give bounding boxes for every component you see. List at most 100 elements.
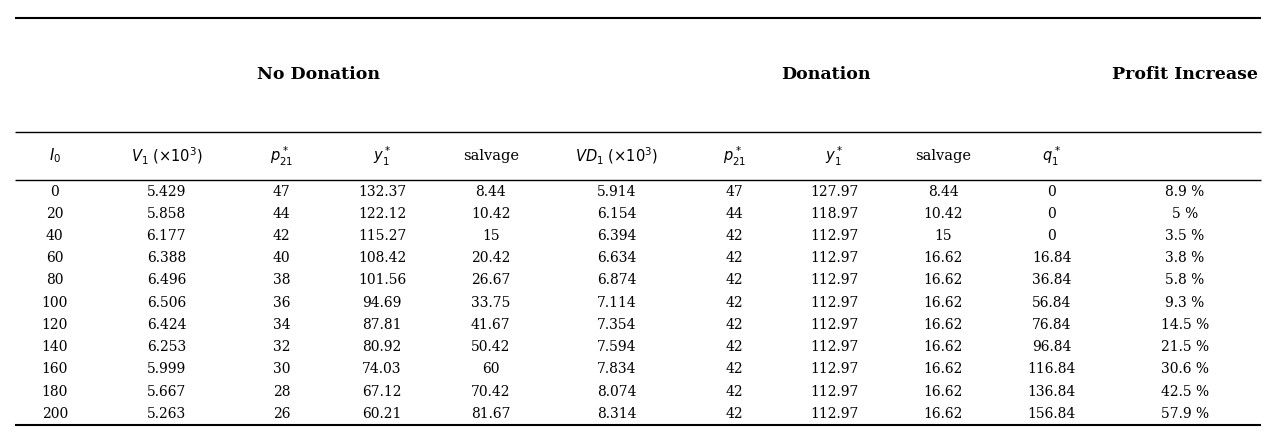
Text: 80.92: 80.92 xyxy=(362,340,402,354)
Text: 0: 0 xyxy=(1048,184,1057,198)
Text: 9.3 %: 9.3 % xyxy=(1165,296,1205,310)
Text: 6.177: 6.177 xyxy=(147,229,186,243)
Text: salvage: salvage xyxy=(915,149,971,163)
Text: 160: 160 xyxy=(42,362,68,376)
Text: 16.62: 16.62 xyxy=(924,251,963,265)
Text: 200: 200 xyxy=(42,407,68,421)
Text: 16.84: 16.84 xyxy=(1032,251,1072,265)
Text: 5.429: 5.429 xyxy=(147,184,186,198)
Text: 0: 0 xyxy=(51,184,59,198)
Text: 6.506: 6.506 xyxy=(147,296,186,310)
Text: 5.999: 5.999 xyxy=(147,362,186,376)
Text: 33.75: 33.75 xyxy=(471,296,510,310)
Text: $p^*_{21}$: $p^*_{21}$ xyxy=(722,145,746,168)
Text: 42: 42 xyxy=(273,229,291,243)
Text: 47: 47 xyxy=(726,184,744,198)
Text: $I_0$: $I_0$ xyxy=(48,147,61,166)
Text: 38: 38 xyxy=(273,273,291,287)
Text: Profit Increase: Profit Increase xyxy=(1111,66,1258,83)
Text: 16.62: 16.62 xyxy=(924,362,963,376)
Text: 101.56: 101.56 xyxy=(359,273,406,287)
Text: 156.84: 156.84 xyxy=(1027,407,1076,421)
Text: 5.8 %: 5.8 % xyxy=(1165,273,1205,287)
Text: 42: 42 xyxy=(726,296,743,310)
Text: 6.394: 6.394 xyxy=(597,229,637,243)
Text: 112.97: 112.97 xyxy=(810,296,859,310)
Text: 96.84: 96.84 xyxy=(1032,340,1072,354)
Text: 16.62: 16.62 xyxy=(924,385,963,399)
Text: 5.667: 5.667 xyxy=(147,385,186,399)
Text: Donation: Donation xyxy=(781,66,870,83)
Text: 132.37: 132.37 xyxy=(359,184,406,198)
Text: 81.67: 81.67 xyxy=(471,407,510,421)
Text: 6.424: 6.424 xyxy=(147,318,186,332)
Text: 5 %: 5 % xyxy=(1171,207,1198,221)
Text: 30: 30 xyxy=(273,362,291,376)
Text: 42.5 %: 42.5 % xyxy=(1161,385,1208,399)
Text: 120: 120 xyxy=(42,318,68,332)
Text: 76.84: 76.84 xyxy=(1032,318,1072,332)
Text: 70.42: 70.42 xyxy=(471,385,510,399)
Text: 122.12: 122.12 xyxy=(359,207,406,221)
Text: 30.6 %: 30.6 % xyxy=(1161,362,1208,376)
Text: 140: 140 xyxy=(42,340,68,354)
Text: 116.84: 116.84 xyxy=(1027,362,1076,376)
Text: 42: 42 xyxy=(726,229,743,243)
Text: $p^*_{21}$: $p^*_{21}$ xyxy=(271,145,293,168)
Text: 87.81: 87.81 xyxy=(362,318,402,332)
Text: 5.858: 5.858 xyxy=(147,207,186,221)
Text: 5.263: 5.263 xyxy=(147,407,186,421)
Text: 47: 47 xyxy=(273,184,291,198)
Text: 118.97: 118.97 xyxy=(810,207,859,221)
Text: 74.03: 74.03 xyxy=(362,362,402,376)
Text: 42: 42 xyxy=(726,251,743,265)
Text: 44: 44 xyxy=(726,207,744,221)
Text: 112.97: 112.97 xyxy=(810,407,859,421)
Text: 20: 20 xyxy=(46,207,64,221)
Text: 136.84: 136.84 xyxy=(1027,385,1076,399)
Text: 7.354: 7.354 xyxy=(597,318,637,332)
Text: 57.9 %: 57.9 % xyxy=(1161,407,1208,421)
Text: 7.594: 7.594 xyxy=(597,340,637,354)
Text: 100: 100 xyxy=(42,296,68,310)
Text: 16.62: 16.62 xyxy=(924,318,963,332)
Text: No Donation: No Donation xyxy=(256,66,380,83)
Text: 8.074: 8.074 xyxy=(597,385,637,399)
Text: 67.12: 67.12 xyxy=(362,385,402,399)
Text: 0: 0 xyxy=(1048,207,1057,221)
Text: 16.62: 16.62 xyxy=(924,296,963,310)
Text: 40: 40 xyxy=(273,251,291,265)
Text: 6.388: 6.388 xyxy=(147,251,186,265)
Text: 32: 32 xyxy=(273,340,291,354)
Text: 26: 26 xyxy=(273,407,291,421)
Text: 50.42: 50.42 xyxy=(471,340,510,354)
Text: 108.42: 108.42 xyxy=(359,251,406,265)
Text: $q^*_1$: $q^*_1$ xyxy=(1042,145,1062,168)
Text: $y^*_1$: $y^*_1$ xyxy=(373,145,392,168)
Text: 42: 42 xyxy=(726,407,743,421)
Text: $VD_1$ $({\times}10^3)$: $VD_1$ $({\times}10^3)$ xyxy=(575,145,658,166)
Text: 5.914: 5.914 xyxy=(597,184,637,198)
Text: 42: 42 xyxy=(726,340,743,354)
Text: 26.67: 26.67 xyxy=(471,273,510,287)
Text: 112.97: 112.97 xyxy=(810,273,859,287)
Text: 15: 15 xyxy=(934,229,952,243)
Text: salvage: salvage xyxy=(463,149,518,163)
Text: 3.8 %: 3.8 % xyxy=(1165,251,1205,265)
Text: 127.97: 127.97 xyxy=(810,184,859,198)
Text: 60: 60 xyxy=(482,362,499,376)
Text: $y^*_1$: $y^*_1$ xyxy=(826,145,843,168)
Text: 112.97: 112.97 xyxy=(810,340,859,354)
Text: 112.97: 112.97 xyxy=(810,229,859,243)
Text: 42: 42 xyxy=(726,362,743,376)
Text: 10.42: 10.42 xyxy=(471,207,510,221)
Text: 112.97: 112.97 xyxy=(810,251,859,265)
Text: 41.67: 41.67 xyxy=(471,318,510,332)
Text: 6.253: 6.253 xyxy=(147,340,186,354)
Text: 20.42: 20.42 xyxy=(471,251,510,265)
Text: 8.9 %: 8.9 % xyxy=(1165,184,1205,198)
Text: 16.62: 16.62 xyxy=(924,340,963,354)
Text: 7.834: 7.834 xyxy=(597,362,637,376)
Text: 8.314: 8.314 xyxy=(597,407,637,421)
Text: 8.44: 8.44 xyxy=(928,184,958,198)
